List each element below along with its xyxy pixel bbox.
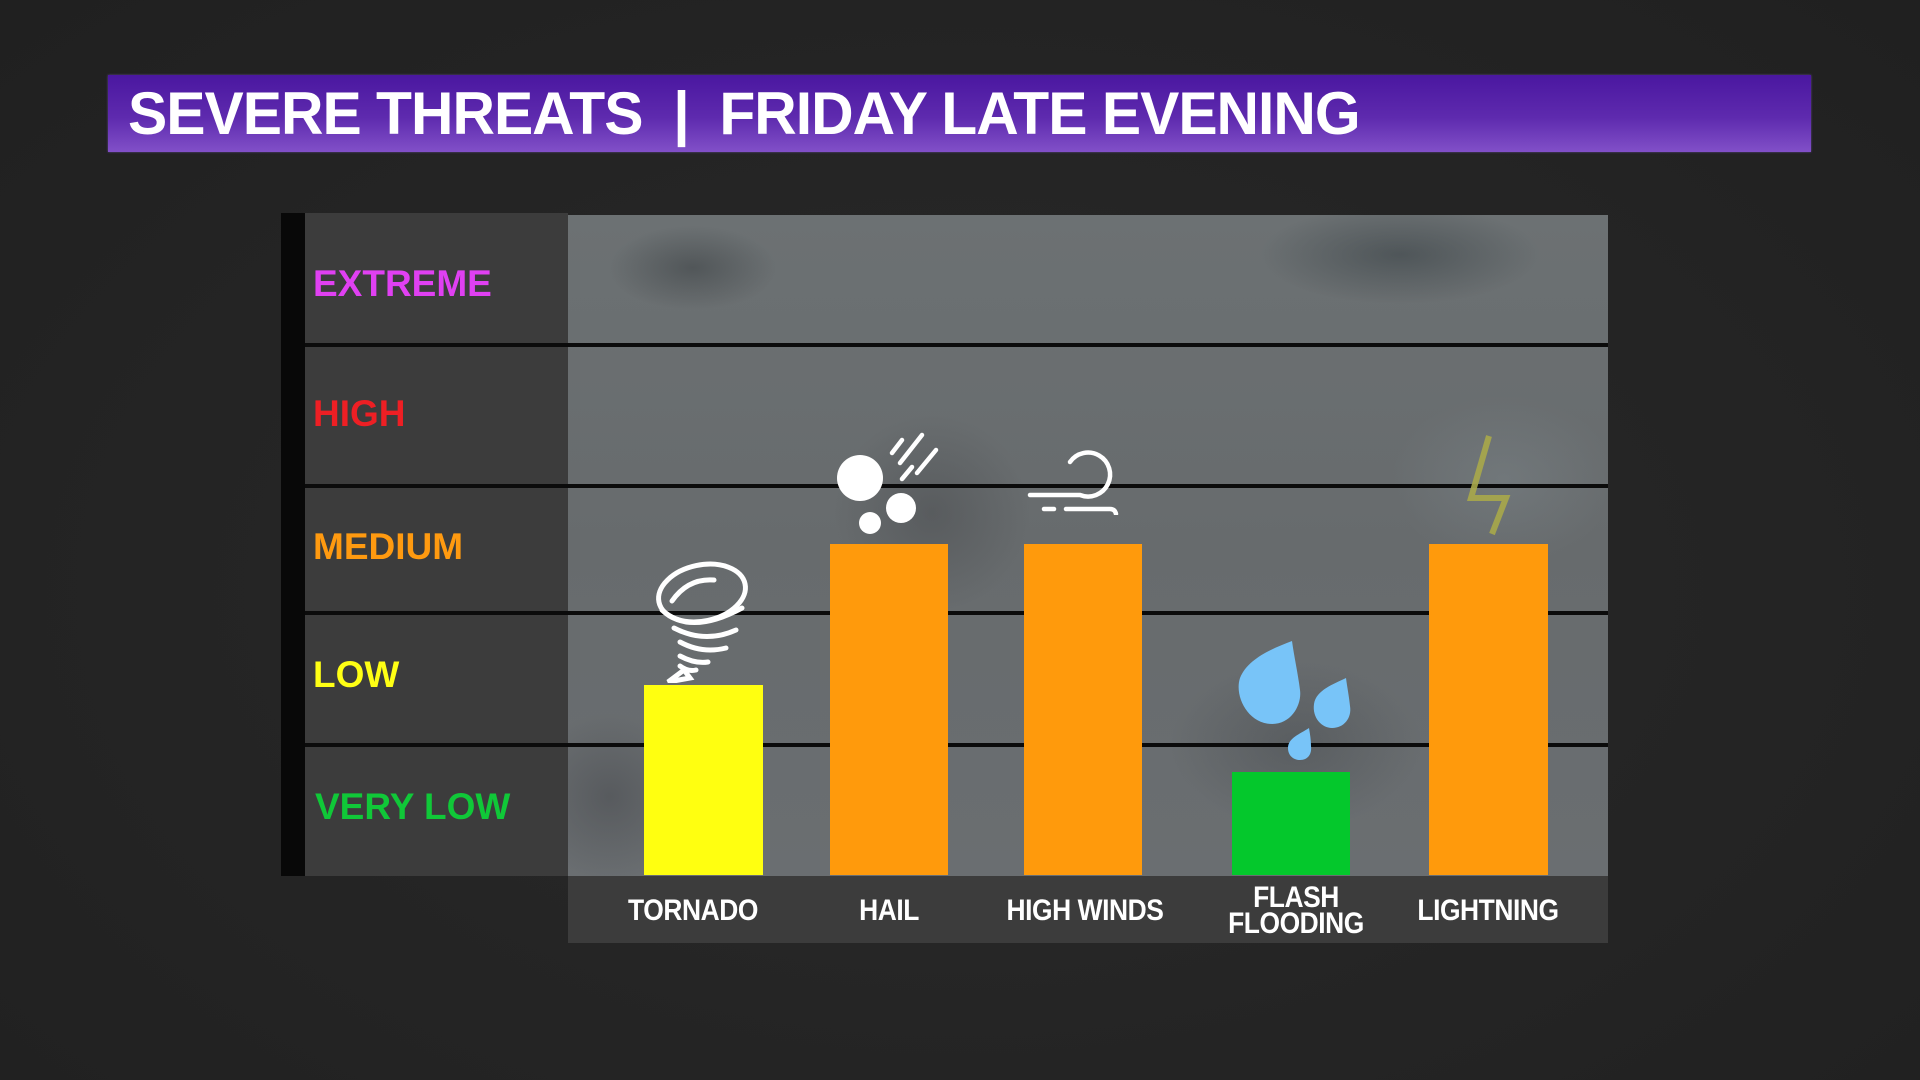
level-label-very-low: VERY LOW — [315, 786, 511, 827]
gridline — [305, 343, 1608, 347]
hail-icon — [837, 432, 939, 534]
wind-icon — [1027, 450, 1119, 515]
bar-lightning — [1429, 544, 1548, 875]
x-axis-label-band — [568, 876, 1608, 943]
raindrops-icon — [1238, 641, 1351, 760]
x-label-tornado: TORNADO — [628, 894, 758, 927]
level-label-medium: MEDIUM — [313, 526, 464, 567]
title-bar: SEVERE THREATS | FRIDAY LATE EVENING — [108, 75, 1811, 152]
threat-level-panel — [305, 213, 568, 876]
x-label-high-winds: HIGH WINDS — [1006, 894, 1164, 927]
level-label-high: HIGH — [313, 393, 406, 434]
bar-high-winds — [1024, 544, 1142, 875]
x-label-flash-flooding: FLASH FLOODING — [1228, 881, 1364, 940]
lightning-icon — [1467, 435, 1511, 536]
x-label-flooding: FLOODING — [1228, 907, 1364, 940]
level-label-extreme: EXTREME — [313, 263, 492, 304]
x-label-flash: FLASH — [1253, 881, 1339, 914]
gridline — [305, 484, 1608, 488]
page-title: SEVERE THREATS | FRIDAY LATE EVENING — [128, 80, 1361, 147]
y-axis-strip — [281, 213, 305, 876]
bar-tornado — [644, 685, 763, 875]
gridline — [305, 743, 1608, 747]
level-label-low: LOW — [313, 654, 400, 695]
gridline — [305, 611, 1608, 615]
x-label-lightning: LIGHTNING — [1417, 894, 1559, 927]
tornado-icon — [656, 561, 748, 683]
bar-hail — [830, 544, 948, 875]
bar-flash-flooding — [1232, 772, 1350, 875]
x-label-hail: HAIL — [859, 894, 919, 927]
